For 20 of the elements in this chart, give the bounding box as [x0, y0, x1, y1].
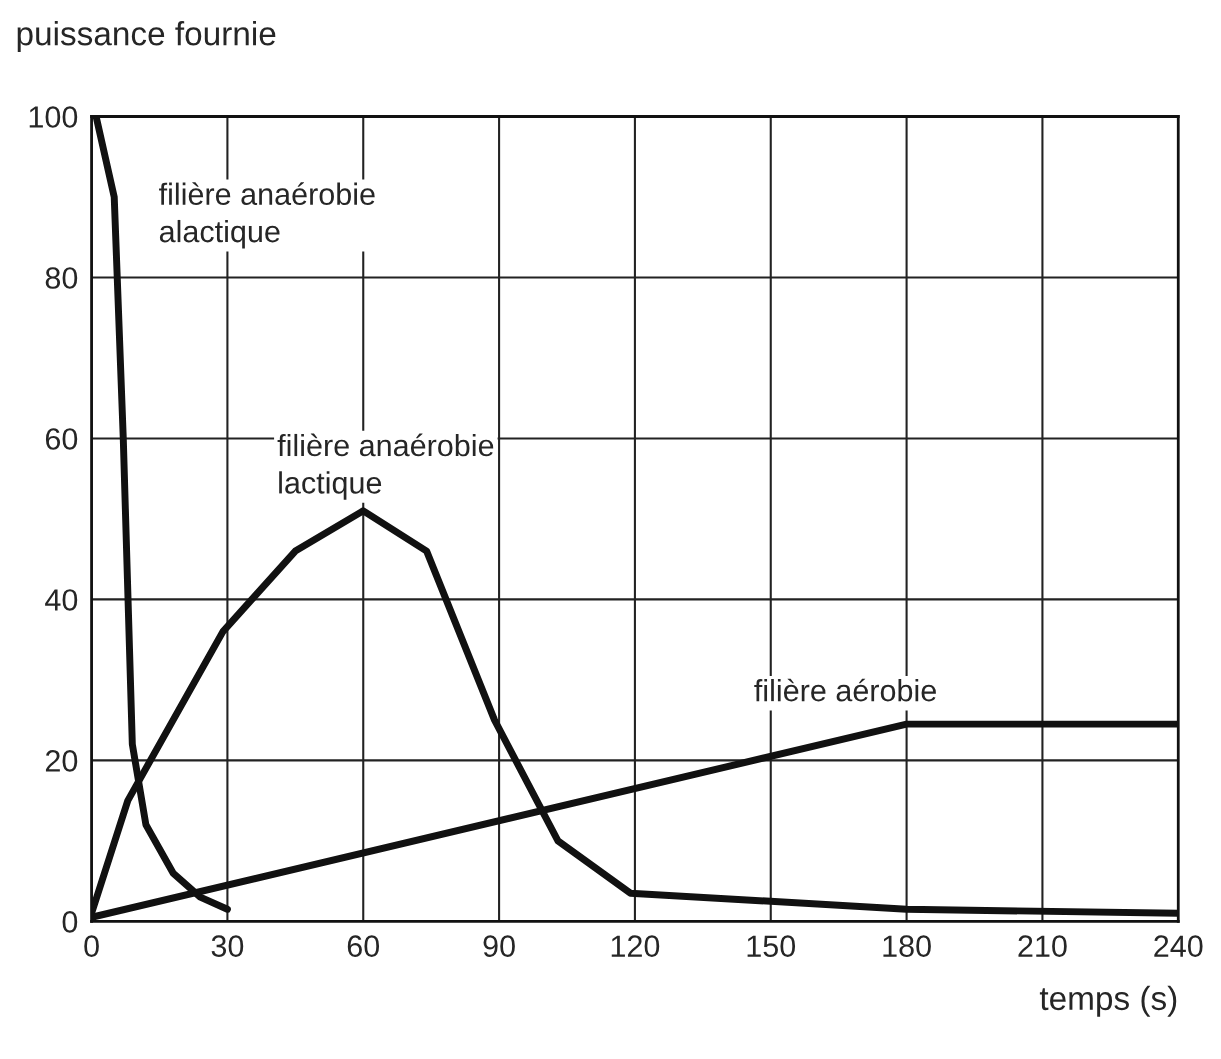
y-tick-label: 60: [45, 428, 78, 450]
x-tick-label: 150: [747, 935, 796, 957]
y-tick-label: 40: [45, 589, 78, 611]
y-tick-label: 100: [29, 106, 78, 128]
series-label: filière anaérobie alactique: [159, 182, 375, 249]
y-tick-label: 20: [45, 750, 78, 772]
x-tick-label: 120: [611, 935, 660, 957]
x-tick-label: 210: [1018, 935, 1067, 957]
y-tick-label: 0: [62, 911, 78, 933]
y-tick-label: 80: [45, 267, 78, 289]
series-label: filière aérobie: [754, 678, 936, 702]
series-label: filière anaérobie lactique: [277, 433, 494, 500]
x-axis-title: temps (s): [1039, 985, 1177, 1017]
x-tick-label: 240: [1154, 935, 1203, 957]
x-tick-label: 180: [883, 935, 931, 957]
x-tick-label: 30: [211, 935, 244, 957]
x-tick-label: 0: [84, 935, 99, 957]
y-axis-title: puissance fournie: [17, 21, 276, 53]
x-tick-label: 90: [483, 935, 515, 957]
x-tick-label: 60: [347, 935, 380, 957]
